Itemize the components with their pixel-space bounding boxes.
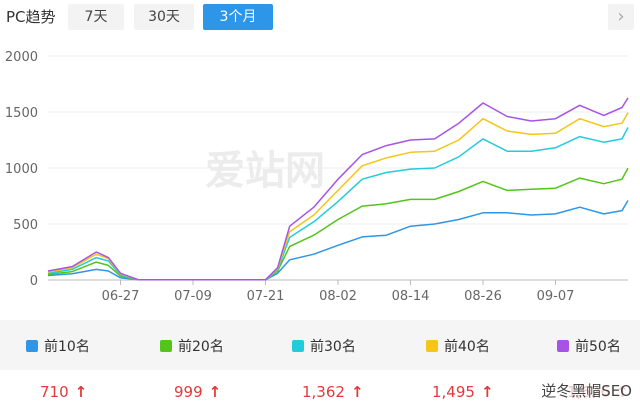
x-tick-label: 08-14 [392, 289, 430, 304]
legend-label: 前40名 [444, 339, 490, 355]
arrow-up-icon: ↑ [350, 383, 364, 401]
series-value: 1,495 ↑ [432, 383, 494, 401]
range-30d-button[interactable]: 30天 [134, 4, 194, 30]
series-line-3 [47, 127, 629, 281]
x-tick-label: 07-09 [174, 289, 212, 304]
legend-label: 前10名 [44, 339, 90, 355]
series-value: 710 ↑ [40, 383, 87, 401]
legend-bar [0, 320, 640, 370]
page-title: PC趋势 [6, 8, 56, 26]
range-7d-button[interactable]: 7天 [68, 4, 124, 30]
x-tick-label: 08-02 [319, 289, 357, 304]
x-tick-label: 06-27 [102, 289, 140, 304]
legend-label: 前50名 [575, 339, 621, 355]
legend-item[interactable]: 前40名 [426, 336, 490, 356]
legend-swatch [557, 340, 569, 352]
legend-swatch [26, 340, 38, 352]
value-number: 1,362 [302, 383, 345, 401]
legend-item[interactable]: 前30名 [292, 336, 356, 356]
legend-label: 前30名 [310, 339, 356, 355]
series-line-5 [47, 97, 629, 281]
legend-swatch [160, 340, 172, 352]
y-tick-label: 0 [30, 274, 38, 289]
range-3m-button[interactable]: 3个月 [203, 4, 273, 30]
value-number: 710 [40, 383, 69, 401]
chevron-right-icon[interactable]: › [608, 4, 634, 30]
series-value: 1,362 ↑ [302, 383, 364, 401]
x-tick-label: 07-21 [247, 289, 285, 304]
y-tick-label: 2000 [5, 50, 38, 65]
y-tick-label: 1000 [5, 162, 38, 177]
trend-chart: 0 500 1000 1500 2000 06-27 07-09 07-21 08-02 08-1… [5, 50, 629, 304]
legend-item[interactable]: 前50名 [557, 336, 621, 356]
legend-item[interactable]: 前20名 [160, 336, 224, 356]
y-tick-label: 1500 [5, 106, 38, 121]
arrow-up-icon: ↑ [74, 383, 88, 401]
series-line-1 [47, 200, 629, 281]
value-number: 999 [174, 383, 203, 401]
legend-swatch [426, 340, 438, 352]
signature: 逆冬黑帽SEO [539, 380, 634, 401]
x-tick-label: 08-26 [464, 289, 502, 304]
x-tick-label: 09-07 [537, 289, 575, 304]
watermark: 爱站网 [205, 148, 325, 194]
value-number: 1,495 [432, 383, 475, 401]
legend-label: 前20名 [178, 339, 224, 355]
series-line-2 [47, 167, 629, 281]
y-tick-label: 500 [13, 218, 38, 233]
series-line-4 [47, 112, 629, 281]
legend-item[interactable]: 前10名 [26, 336, 90, 356]
arrow-up-icon: ↑ [208, 383, 222, 401]
series-value: 999 ↑ [174, 383, 221, 401]
arrow-up-icon: ↑ [480, 383, 494, 401]
legend-swatch [292, 340, 304, 352]
